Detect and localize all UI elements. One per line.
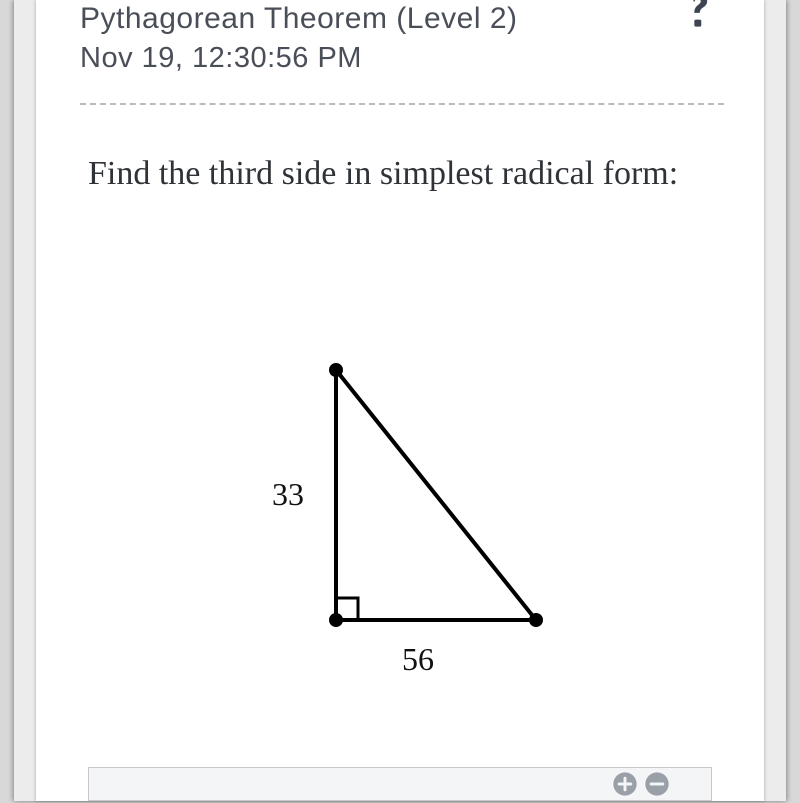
problem-timestamp: Nov 19, 12:30:56 PM <box>80 42 724 75</box>
help-icon[interactable] <box>676 0 720 38</box>
minus-circle-icon[interactable] <box>643 770 671 798</box>
side-label-vertical: 33 <box>272 476 304 512</box>
vertex-dot <box>329 613 343 627</box>
vertex-dot <box>529 613 543 627</box>
header-divider <box>80 103 724 105</box>
problem-prompt: Find the third side in simplest radical … <box>88 151 712 197</box>
card-header: Pythagorean Theorem (Level 2) Nov 19, 12… <box>36 0 764 75</box>
problem-card: Pythagorean Theorem (Level 2) Nov 19, 12… <box>36 0 764 801</box>
problem-title: Pythagorean Theorem (Level 2) <box>80 0 724 38</box>
triangle-outline <box>336 370 536 620</box>
plus-circle-icon[interactable] <box>611 770 639 798</box>
answer-input[interactable] <box>88 767 712 801</box>
outer-frame: Pythagorean Theorem (Level 2) Nov 19, 12… <box>14 0 786 801</box>
side-label-horizontal: 56 <box>402 641 434 677</box>
vertex-dot <box>329 363 343 377</box>
triangle-figure: 33 56 <box>36 270 764 710</box>
